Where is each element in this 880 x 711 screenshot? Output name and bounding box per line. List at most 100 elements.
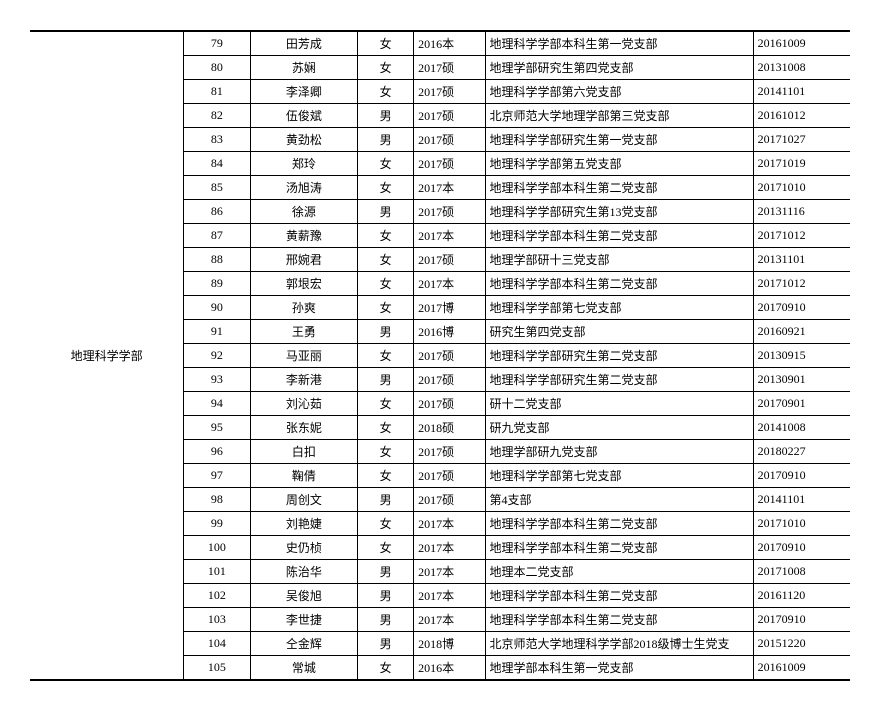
date-cell: 20171019 [753,152,850,176]
index-cell: 94 [184,392,250,416]
date-cell: 20161120 [753,584,850,608]
name-cell: 周创文 [250,488,358,512]
branch-cell: 地理科学学部本科生第一党支部 [485,32,753,56]
sex-cell: 男 [358,488,414,512]
name-cell: 伍俊斌 [250,104,358,128]
sex-cell: 女 [358,464,414,488]
sex-cell: 女 [358,224,414,248]
index-cell: 85 [184,176,250,200]
index-cell: 79 [184,32,250,56]
year-cell: 2017硕 [414,344,485,368]
roster-table: 地理科学学部79田芳成女2016本地理科学学部本科生第一党支部201610098… [30,31,850,680]
branch-cell: 地理科学学部本科生第二党支部 [485,608,753,632]
date-cell: 20141101 [753,80,850,104]
date-cell: 20180227 [753,440,850,464]
year-cell: 2017硕 [414,56,485,80]
sex-cell: 女 [358,392,414,416]
sex-cell: 男 [358,368,414,392]
date-cell: 20131101 [753,248,850,272]
date-cell: 20171010 [753,176,850,200]
sex-cell: 男 [358,104,414,128]
date-cell: 20171027 [753,128,850,152]
sex-cell: 女 [358,80,414,104]
year-cell: 2017硕 [414,152,485,176]
index-cell: 100 [184,536,250,560]
index-cell: 103 [184,608,250,632]
index-cell: 101 [184,560,250,584]
index-cell: 95 [184,416,250,440]
branch-cell: 地理科学学部本科生第二党支部 [485,224,753,248]
name-cell: 马亚丽 [250,344,358,368]
sex-cell: 女 [358,152,414,176]
name-cell: 仝金辉 [250,632,358,656]
sex-cell: 女 [358,512,414,536]
sex-cell: 女 [358,296,414,320]
index-cell: 90 [184,296,250,320]
branch-cell: 地理科学学部本科生第二党支部 [485,272,753,296]
index-cell: 105 [184,656,250,680]
date-cell: 20170910 [753,296,850,320]
branch-cell: 地理科学学部本科生第二党支部 [485,512,753,536]
date-cell: 20170910 [753,536,850,560]
index-cell: 81 [184,80,250,104]
name-cell: 王勇 [250,320,358,344]
branch-cell: 地理科学学部第七党支部 [485,296,753,320]
date-cell: 20161009 [753,656,850,680]
branch-cell: 研九党支部 [485,416,753,440]
department-cell: 地理科学学部 [30,32,184,680]
year-cell: 2017硕 [414,368,485,392]
year-cell: 2018博 [414,632,485,656]
year-cell: 2016博 [414,320,485,344]
branch-cell: 地理学部研十三党支部 [485,248,753,272]
year-cell: 2017硕 [414,488,485,512]
index-cell: 104 [184,632,250,656]
date-cell: 20131008 [753,56,850,80]
branch-cell: 地理科学学部研究生第二党支部 [485,368,753,392]
index-cell: 96 [184,440,250,464]
sex-cell: 男 [358,128,414,152]
branch-cell: 北京师范大学地理科学学部2018级博士生党支 [485,632,753,656]
sex-cell: 男 [358,608,414,632]
year-cell: 2017本 [414,272,485,296]
sex-cell: 男 [358,560,414,584]
branch-cell: 地理本二党支部 [485,560,753,584]
name-cell: 陈治华 [250,560,358,584]
name-cell: 邢婉君 [250,248,358,272]
name-cell: 汤旭涛 [250,176,358,200]
date-cell: 20171010 [753,512,850,536]
date-cell: 20170910 [753,608,850,632]
branch-cell: 地理学部本科生第一党支部 [485,656,753,680]
name-cell: 田芳成 [250,32,358,56]
year-cell: 2017硕 [414,464,485,488]
name-cell: 黄薪豫 [250,224,358,248]
year-cell: 2017博 [414,296,485,320]
branch-cell: 地理学部研究生第四党支部 [485,56,753,80]
sex-cell: 女 [358,416,414,440]
name-cell: 郑玲 [250,152,358,176]
date-cell: 20131116 [753,200,850,224]
sex-cell: 男 [358,632,414,656]
year-cell: 2016本 [414,32,485,56]
year-cell: 2017硕 [414,200,485,224]
name-cell: 常城 [250,656,358,680]
sex-cell: 女 [358,440,414,464]
branch-cell: 地理学部研九党支部 [485,440,753,464]
index-cell: 98 [184,488,250,512]
branch-cell: 地理科学学部研究生第一党支部 [485,128,753,152]
sex-cell: 女 [358,32,414,56]
index-cell: 97 [184,464,250,488]
table-row: 地理科学学部79田芳成女2016本地理科学学部本科生第一党支部20161009 [30,32,850,56]
index-cell: 86 [184,200,250,224]
sex-cell: 女 [358,248,414,272]
name-cell: 刘沁茹 [250,392,358,416]
index-cell: 83 [184,128,250,152]
index-cell: 88 [184,248,250,272]
sex-cell: 女 [358,656,414,680]
date-cell: 20171008 [753,560,850,584]
name-cell: 苏娴 [250,56,358,80]
branch-cell: 研究生第四党支部 [485,320,753,344]
name-cell: 史仍桢 [250,536,358,560]
year-cell: 2017本 [414,536,485,560]
name-cell: 郭垠宏 [250,272,358,296]
year-cell: 2017本 [414,176,485,200]
